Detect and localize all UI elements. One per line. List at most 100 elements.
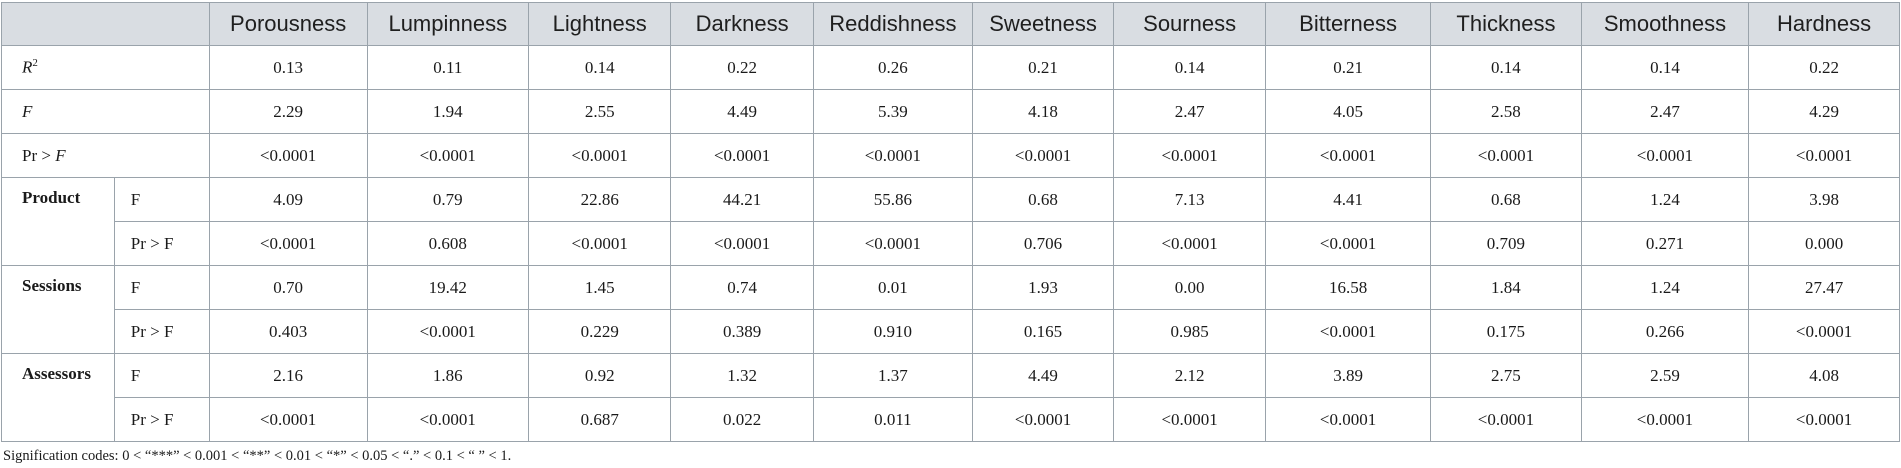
stat-label: F <box>113 353 210 398</box>
row-label: Pr > F <box>1 133 210 178</box>
table-row: Sessions F 0.70 19.42 1.45 0.74 0.01 1.93 0.00 16… <box>1 265 1900 354</box>
table-cell: 0.706 <box>971 221 1115 266</box>
table-cell: 1.24 <box>1580 265 1750 310</box>
table-cell: 5.39 <box>812 89 973 134</box>
table-cell: 2.55 <box>527 89 672 134</box>
column-header-thickness: Thickness <box>1430 2 1582 46</box>
anova-results-table: Porousness Lumpinness Lightness Darkness Red… <box>1 2 1900 442</box>
group-label-assessors: Assessors <box>1 353 115 442</box>
table-cell: 0.26 <box>812 45 973 90</box>
table-cell: <0.0001 <box>971 397 1115 442</box>
column-header-darkness: Darkness <box>670 2 814 46</box>
row-label-symbol: F <box>55 145 66 165</box>
table-cell: 0.92 <box>527 353 672 398</box>
table-cell: 44.21 <box>670 177 814 222</box>
table-cell: <0.0001 <box>1113 133 1267 178</box>
table-header: Porousness Lumpinness Lightness Darkness Red… <box>1 2 1900 46</box>
table-cell: 0.687 <box>527 397 672 442</box>
header-corner-cell <box>1 2 210 46</box>
table-cell: 3.89 <box>1265 353 1432 398</box>
table-cell: <0.0001 <box>1113 221 1267 266</box>
table-cell: 19.42 <box>366 265 529 310</box>
table-cell: 22.86 <box>527 177 672 222</box>
table-cell: 2.12 <box>1113 353 1267 398</box>
column-header-hardness: Hardness <box>1748 2 1900 46</box>
table-cell: 0.14 <box>1580 45 1750 90</box>
table-row: F 2.29 1.94 2.55 4.49 5.39 4.18 2.47 4.05 2.58 2.4… <box>1 89 1900 134</box>
table-cell: 0.68 <box>971 177 1115 222</box>
table-cell: 0.389 <box>670 309 814 354</box>
table-cell: <0.0001 <box>1265 397 1432 442</box>
table-cell: <0.0001 <box>208 221 368 266</box>
table-cell: <0.0001 <box>1580 133 1750 178</box>
table-cell: 2.16 <box>208 353 368 398</box>
header-row: Porousness Lumpinness Lightness Darkness Red… <box>1 2 1900 46</box>
table-cell: 0.22 <box>670 45 814 90</box>
table-cell: <0.0001 <box>1748 309 1900 354</box>
table-cell: <0.0001 <box>208 133 368 178</box>
table-cell: <0.0001 <box>812 133 973 178</box>
table-cell: <0.0001 <box>1265 309 1432 354</box>
table-cell: 4.05 <box>1265 89 1432 134</box>
table-cell: 0.266 <box>1580 309 1750 354</box>
row-label-symbol: R <box>22 57 33 77</box>
table-cell: 4.08 <box>1748 353 1900 398</box>
table-cell: 1.24 <box>1580 177 1750 222</box>
table-cell: 4.09 <box>208 177 368 222</box>
table-cell: <0.0001 <box>366 397 529 442</box>
table-cell: 1.37 <box>812 353 973 398</box>
table-cell: 16.58 <box>1265 265 1432 310</box>
table-cell: 0.910 <box>812 309 973 354</box>
table-cell: 1.32 <box>670 353 814 398</box>
table-cell: 0.22 <box>1748 45 1900 90</box>
row-label-prefix: Pr > <box>22 145 56 165</box>
column-header-smoothness: Smoothness <box>1580 2 1750 46</box>
table-row: Pr > F <0.0001 0.608 <0.0001 <0.0001 <0.0001 0… <box>2 221 1900 266</box>
table-cell: 0.229 <box>527 309 672 354</box>
table-cell: <0.0001 <box>971 133 1115 178</box>
table-cell: 0.011 <box>812 397 973 442</box>
significance-footnote: Signification codes: 0 < “***” < 0.001 <… <box>3 448 512 464</box>
table-cell: <0.0001 <box>1580 397 1750 442</box>
row-label-superscript: 2 <box>32 57 38 70</box>
table-cell: <0.0001 <box>527 133 672 178</box>
table-cell: 0.165 <box>971 309 1115 354</box>
table-cell: 0.00 <box>1113 265 1267 310</box>
table-cell: 0.21 <box>1265 45 1432 90</box>
table-cell: <0.0001 <box>527 221 672 266</box>
table-cell: 0.14 <box>527 45 672 90</box>
table-cell: 2.29 <box>208 89 368 134</box>
table-cell: 0.709 <box>1430 221 1582 266</box>
table-cell: <0.0001 <box>670 133 814 178</box>
table-cell: 4.49 <box>670 89 814 134</box>
table-cell: 0.175 <box>1430 309 1582 354</box>
table-row: R2 0.13 0.11 0.14 0.22 0.26 0.21 0.14 0.21 0.14 0.… <box>1 45 1900 90</box>
table-cell: 0.022 <box>670 397 814 442</box>
table-cell: 0.14 <box>1113 45 1267 90</box>
table-cell: 4.41 <box>1265 177 1432 222</box>
stat-label: Pr > F <box>113 397 210 442</box>
table-cell: 27.47 <box>1748 265 1900 310</box>
column-header-reddishness: Reddishness <box>812 2 973 46</box>
table-cell: 2.47 <box>1580 89 1750 134</box>
table-cell: 4.49 <box>971 353 1115 398</box>
table-cell: 0.70 <box>208 265 368 310</box>
table-cell: 0.985 <box>1113 309 1267 354</box>
table-cell: 0.21 <box>971 45 1115 90</box>
row-label: R2 <box>1 45 210 90</box>
column-header-sweetness: Sweetness <box>971 2 1115 46</box>
table-cell: 1.86 <box>366 353 529 398</box>
table-cell: 2.47 <box>1113 89 1267 134</box>
table-cell: 2.75 <box>1430 353 1582 398</box>
table-cell: 0.68 <box>1430 177 1582 222</box>
table-row: Pr > F 0.403 <0.0001 0.229 0.389 0.910 0.165 0.… <box>2 309 1900 354</box>
table-cell: <0.0001 <box>366 133 529 178</box>
table-body: R2 0.13 0.11 0.14 0.22 0.26 0.21 0.14 0.21 0.14 0.… <box>1 45 1900 442</box>
column-header-porousness: Porousness <box>208 2 368 46</box>
table-cell: 1.93 <box>971 265 1115 310</box>
stat-label: Pr > F <box>113 309 210 354</box>
table-cell: 0.79 <box>366 177 529 222</box>
table-cell: 4.29 <box>1748 89 1900 134</box>
table-cell: 0.13 <box>208 45 368 90</box>
